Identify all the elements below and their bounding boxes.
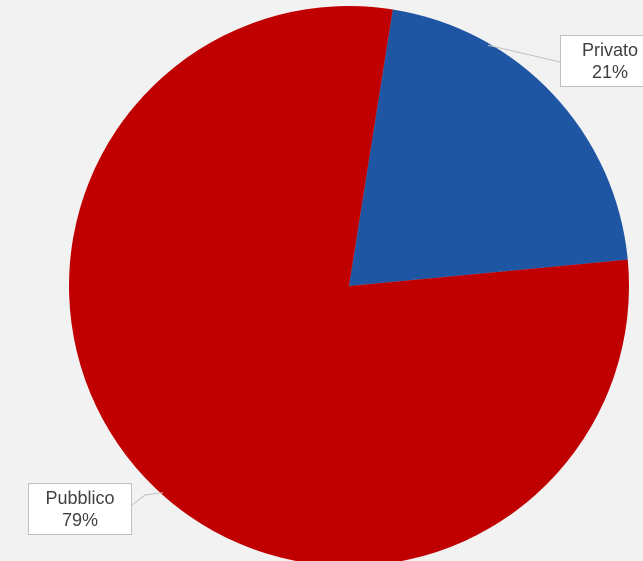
data-label-pubblico-percent: 79% [61, 510, 99, 530]
leader-line-pubblico [131, 492, 164, 506]
data-label-privato-percent: 21% [591, 62, 629, 82]
pie-slice-pubblico [69, 6, 629, 561]
data-label-privato: Privato 21% [560, 35, 643, 87]
data-label-pubblico-category: Pubblico [45, 488, 115, 508]
data-label-privato-category: Privato [581, 40, 639, 60]
data-label-pubblico: Pubblico 79% [28, 483, 132, 535]
pie-slice-privato [349, 9, 628, 286]
